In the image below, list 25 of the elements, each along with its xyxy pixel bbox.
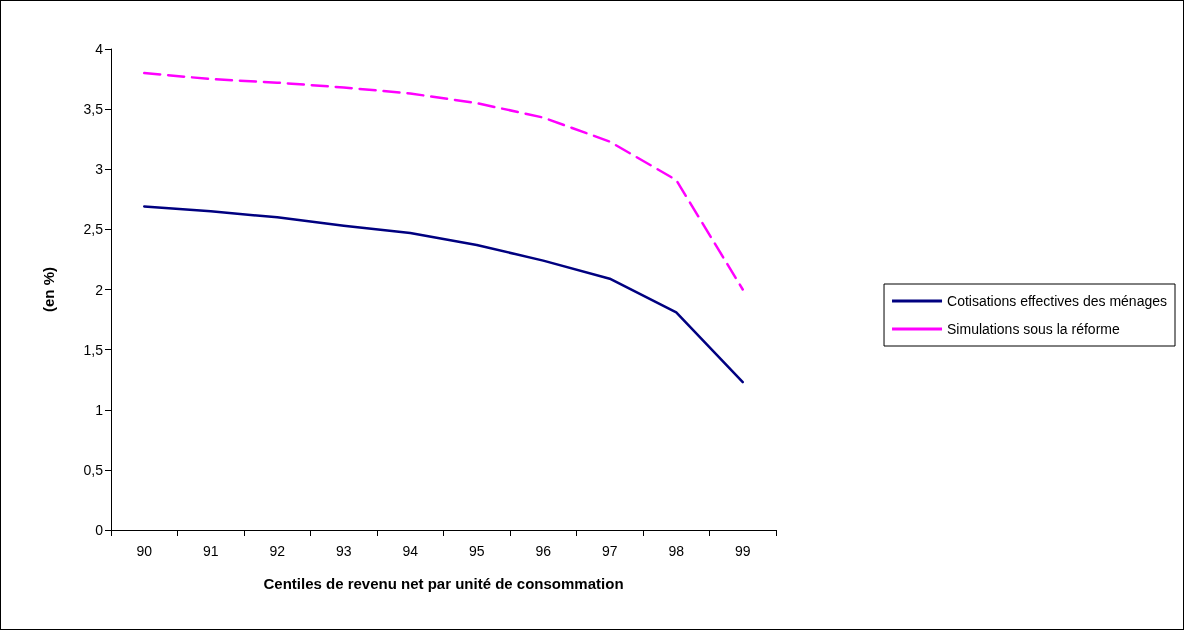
y-tick-label: 4: [95, 41, 104, 57]
x-axis-title: Centiles de revenu net par unité de consommation: [263, 575, 624, 592]
y-tick-label: 2,5: [83, 221, 104, 238]
y-tick-label: 1,5: [83, 341, 104, 358]
line-series: [143, 71, 744, 291]
x-tick-label: 91: [202, 543, 219, 559]
x-tick-label: 98: [668, 543, 685, 559]
x-tick-label: 94: [402, 543, 419, 559]
line-series: [143, 205, 744, 384]
x-tick-label: 97: [601, 543, 618, 559]
legend-label: Cotisations effectives des ménages: [947, 293, 1168, 309]
y-tick-label: 0,5: [83, 461, 104, 478]
x-tick-label: 99: [734, 543, 751, 559]
y-axis-title: (en %): [40, 267, 57, 312]
y-tick-label: 2: [95, 281, 104, 298]
x-tick-label: 96: [535, 543, 552, 559]
x-tick-label: 95: [468, 543, 485, 559]
x-tick-label: 93: [335, 543, 352, 559]
legend-label: Simulations sous la réforme: [947, 321, 1120, 337]
y-tick-label: 1: [95, 401, 104, 418]
y-tick-label: 0: [95, 522, 104, 538]
y-tick-label: 3,5: [83, 101, 104, 118]
x-tick-label: 90: [136, 543, 153, 559]
x-tick-label: 92: [269, 543, 286, 559]
y-tick-label: 3: [95, 161, 104, 178]
